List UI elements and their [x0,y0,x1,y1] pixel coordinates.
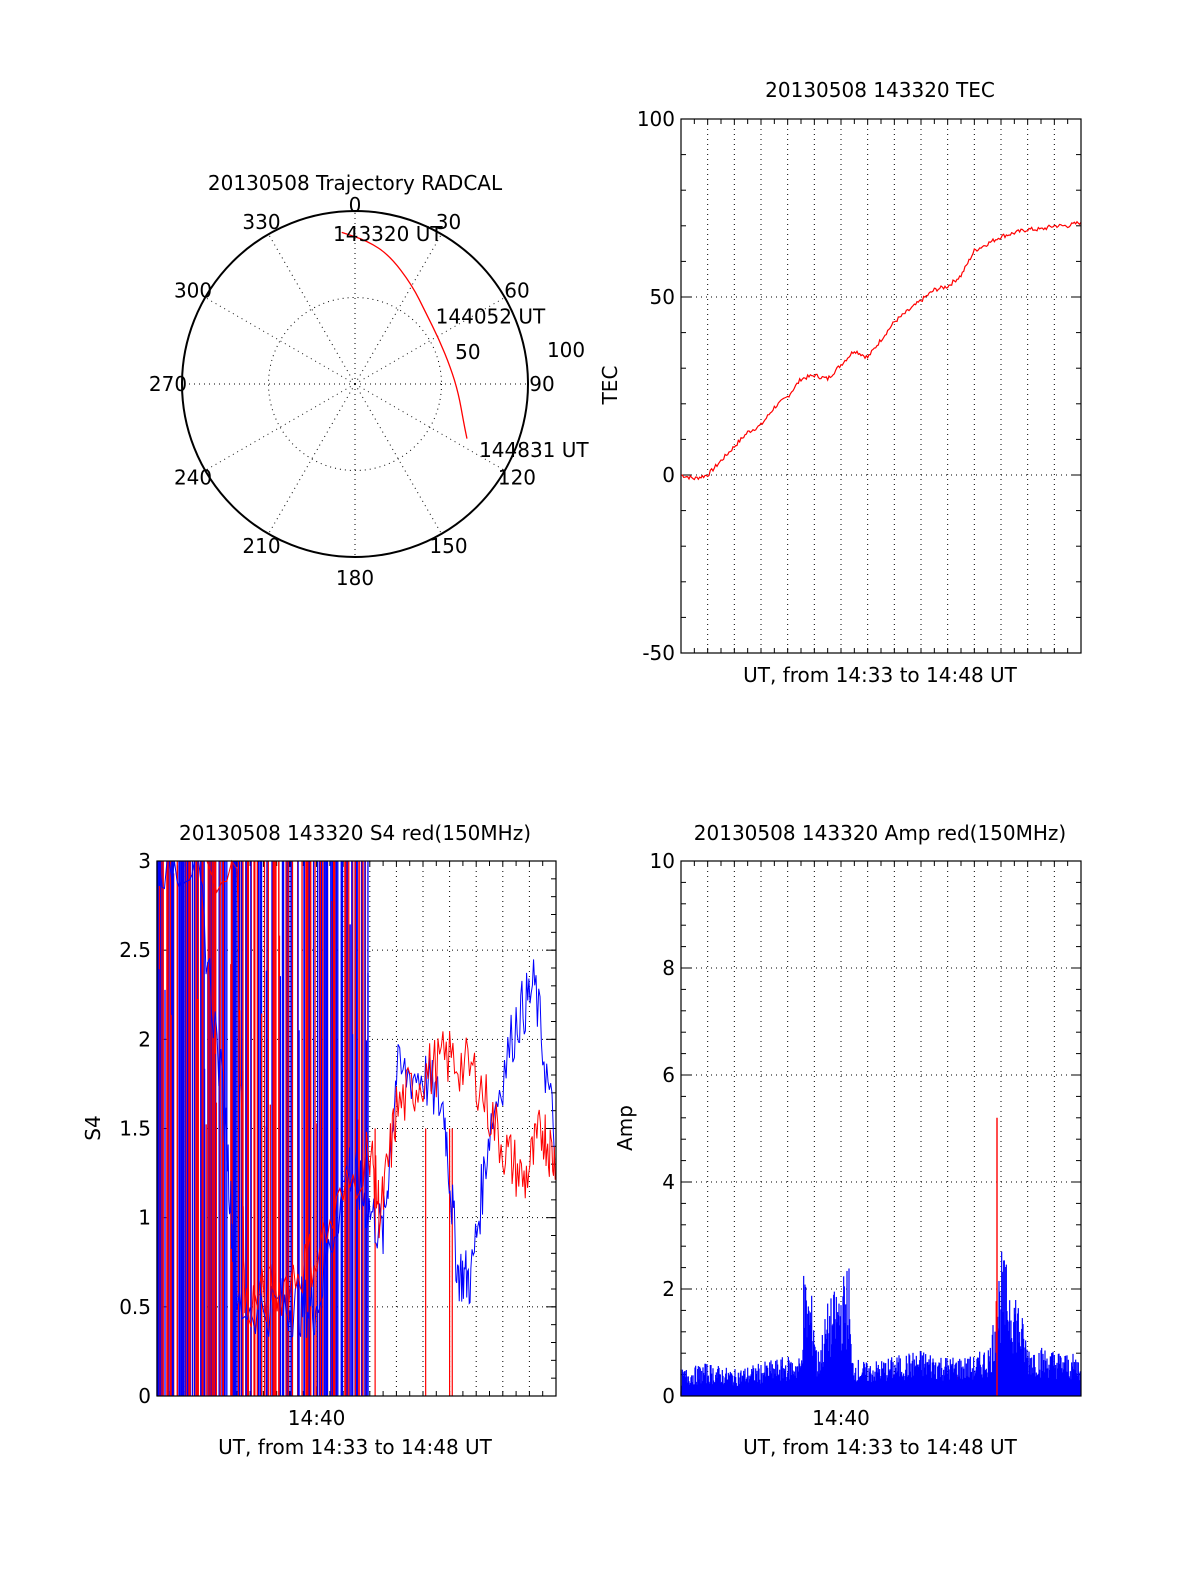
polar-azimuth-label-210: 210 [242,534,280,558]
polar-azimuth-label-30: 30 [436,210,461,234]
amp-ytick-label: 10 [650,849,675,873]
s4-xlabel: UT, from 14:33 to 14:48 UT [218,1435,493,1459]
tec-title: 20130508 143320 TEC [765,78,995,102]
s4-spikes [156,861,453,1396]
amp-plot-frame [680,860,1082,1397]
amp-ylabel: Amp [613,1105,637,1151]
polar-inner-circle [268,297,442,471]
polar-trajectory-panel: 20130508 Trajectory RADCAL 0 30 60 90 120 150… [149,171,590,590]
s4-ytick-label: 2.5 [119,938,151,962]
s4-ytick-label: 1 [138,1206,151,1230]
amp-panel: 20130508 143320 Amp red(150MHz) UT, from… [613,821,1082,1459]
polar-spoke-300 [204,297,356,385]
s4-ytick-label: 1.5 [119,1117,151,1141]
amp-xtick-label: 14:40 [812,1406,870,1430]
s4-series-blue [156,860,556,1339]
tec-series-line [680,220,1082,481]
polar-annotation-2: 144831 UT [479,438,589,462]
polar-outer-circle [181,210,529,558]
s4-series-red [157,859,556,1328]
s4-plot-frame [156,860,557,1397]
amp-bars [680,1117,1081,1396]
tec-panel: 20130508 143320 TEC UT, from 14:33 to 14… [598,78,1082,687]
s4-ylabel: S4 [81,1115,105,1140]
s4-ytick-label: 3 [138,849,151,873]
tec-ytick-label: 100 [637,107,675,131]
amp-xlabel: UT, from 14:33 to 14:48 UT [743,1435,1018,1459]
tec-ytick-label: 50 [650,285,675,309]
s4-ytick-label: 0 [138,1384,151,1408]
polar-trajectory-line [341,231,468,439]
amp-ytick-label: 6 [662,1063,675,1087]
s4-title: 20130508 143320 S4 red(150MHz) [179,821,531,845]
polar-annotation-1: 144052 UT [436,305,546,329]
polar-title: 20130508 Trajectory RADCAL [208,171,503,195]
polar-radius-label-50: 50 [455,340,480,364]
tec-plot-frame [680,118,1082,654]
s4-ytick-label: 2 [138,1027,151,1051]
polar-radius-label-100: 100 [547,338,585,362]
polar-azimuth-label-180: 180 [336,566,374,590]
polar-azimuth-label-270: 270 [149,372,187,396]
s4-xtick-label: 14:40 [288,1406,346,1430]
polar-azimuth-label-120: 120 [498,466,536,490]
amp-ytick-label: 2 [662,1277,675,1301]
amp-ytick-label: 4 [662,1170,675,1194]
amp-title: 20130508 143320 Amp red(150MHz) [694,821,1066,845]
s4-ytick-label: 0.5 [119,1295,151,1319]
polar-azimuth-label-150: 150 [429,534,467,558]
tec-ylabel: TEC [598,366,622,406]
polar-azimuth-label-90: 90 [529,372,554,396]
s4-panel: 20130508 143320 S4 red(150MHz) UT, from … [81,821,557,1459]
tec-ytick-label: -50 [642,641,675,665]
polar-annotation-0: 143320 UT [333,222,443,246]
polar-azimuth-label-240: 240 [174,466,212,490]
polar-spoke-330 [268,233,356,385]
polar-azimuth-label-300: 300 [174,279,212,303]
tec-ytick-label: 0 [662,463,675,487]
polar-azimuth-label-60: 60 [504,279,529,303]
polar-azimuth-label-0: 0 [349,193,362,217]
tec-xlabel: UT, from 14:33 to 14:48 UT [743,663,1018,687]
polar-spoke-240 [204,383,356,471]
amp-ytick-label: 0 [662,1384,675,1408]
polar-spoke-30 [354,233,442,385]
amp-ytick-label: 8 [662,956,675,980]
polar-azimuth-label-330: 330 [242,210,280,234]
